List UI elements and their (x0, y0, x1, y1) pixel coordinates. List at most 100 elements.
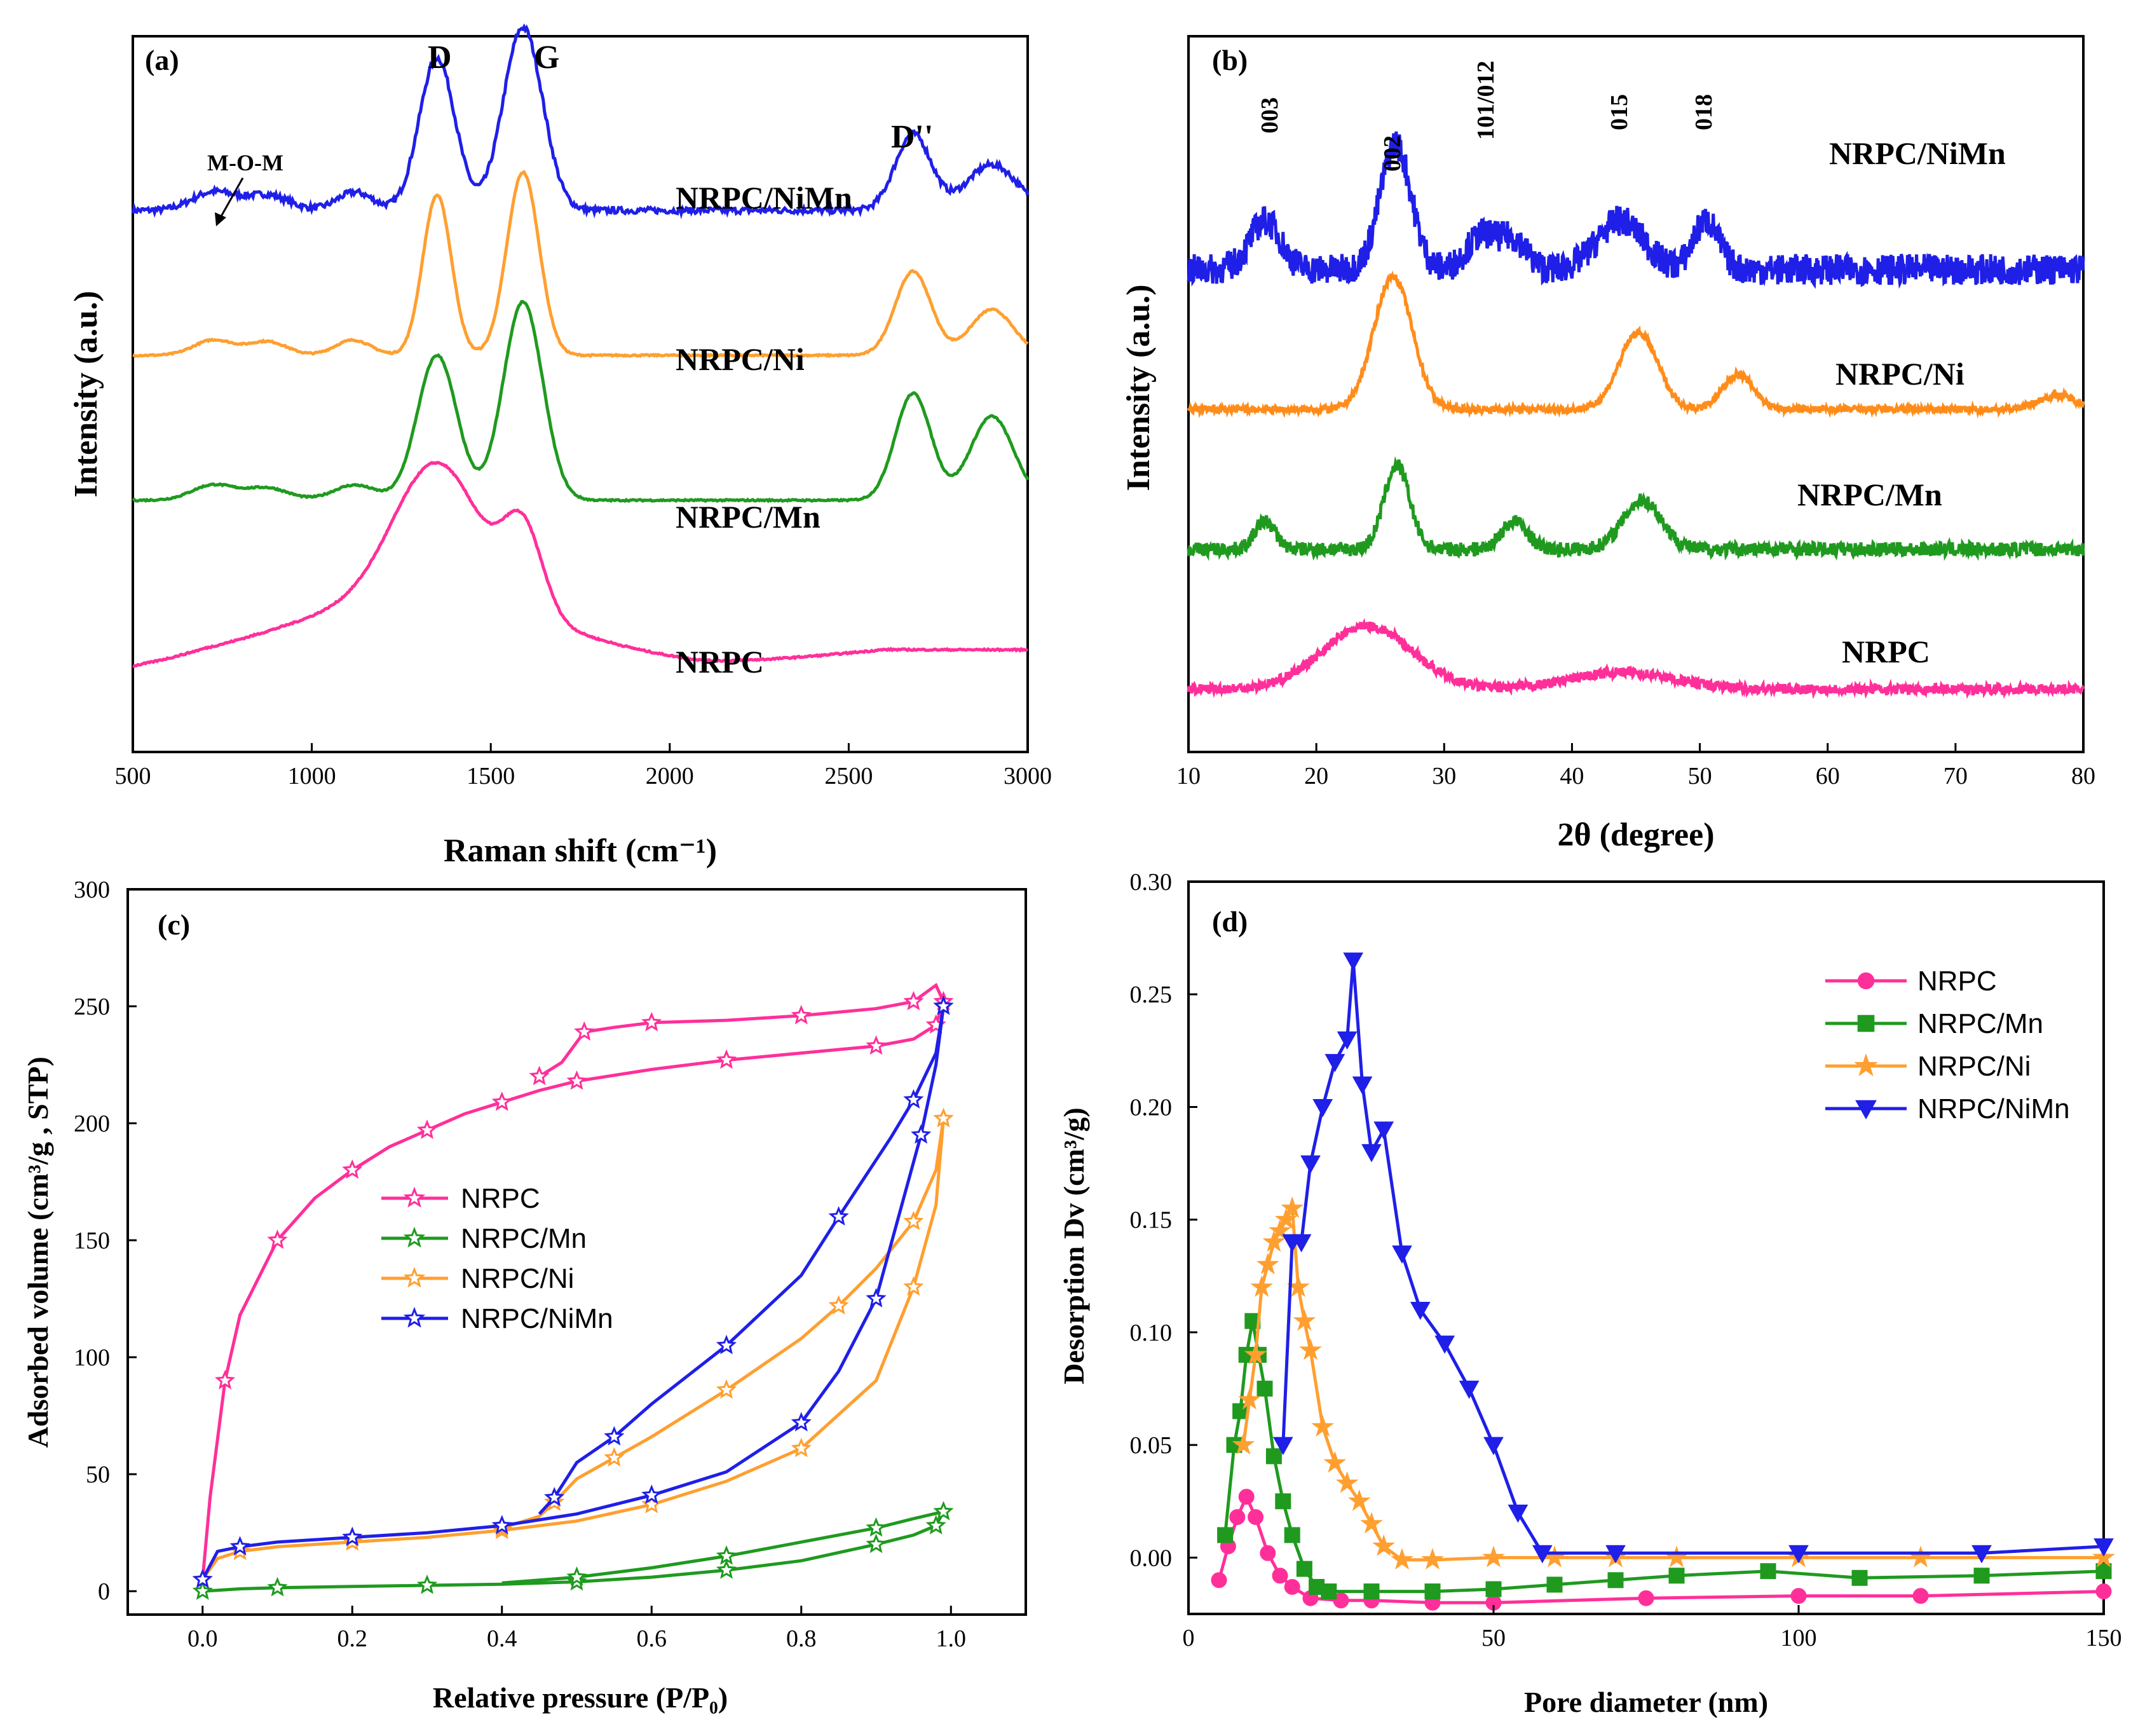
trace-nrpc (132, 461, 1028, 668)
point-nrpc-ni (1232, 1433, 1255, 1455)
panel-b: (b) 003 002 101/012 015 018 NRPC/NiMn NR… (1120, 35, 2095, 853)
trace-nrpc-mn (132, 299, 1030, 503)
y-tick-label: 200 (74, 1111, 110, 1137)
legend-marker-nrpc-mn (403, 1226, 426, 1248)
series-label-a-ni: NRPC/Ni (676, 341, 805, 377)
point-nrpc-nimn (1373, 1121, 1394, 1140)
point-nrpc (342, 1159, 363, 1179)
point-nrpc-ni (1909, 1545, 1932, 1568)
panel-a-label: (a) (145, 44, 179, 76)
point-nrpc (1211, 1572, 1227, 1589)
y-tick-label: 0.20 (1130, 1094, 1173, 1121)
point-nrpc-ni (1299, 1338, 1322, 1360)
panel-c-label: (c) (158, 908, 190, 941)
point-nrpc-mn (866, 1533, 887, 1554)
point-nrpc-nimn (604, 1426, 625, 1446)
x-tick-label: 60 (1816, 763, 1840, 789)
panel-d-y-label: Desorption Dv (cm³/g) (1058, 1107, 1090, 1384)
point-nrpc-ni (933, 1107, 954, 1128)
point-nrpc-nimn (1272, 1437, 1293, 1456)
point-nrpc-nimn (828, 1206, 849, 1226)
point-nrpc-ni (903, 1276, 924, 1296)
legend-marker-nrpc-nimn (403, 1306, 426, 1328)
legend-marker-nrpc-nimn (1855, 1100, 1877, 1120)
panel-a-frame (132, 35, 1029, 753)
point-nrpc-mn (416, 1575, 438, 1594)
point-nrpc-mn (866, 1517, 887, 1537)
series-label-b-nimn: NRPC/NiMn (1829, 135, 2006, 171)
series-label-a-nrpc: NRPC (676, 644, 764, 680)
isotherm-desorption-nrpc-mn (501, 1510, 944, 1585)
point-nrpc-mn (1668, 1568, 1685, 1584)
y-tick-label: 300 (74, 877, 110, 903)
y-tick-label: 0.05 (1130, 1432, 1173, 1459)
point-nrpc-nimn (1392, 1245, 1412, 1264)
legend-label-nrpc-mn: NRPC/Mn (1917, 1008, 2043, 1039)
mom-arrowhead (215, 212, 226, 226)
point-nrpc-nimn (1312, 1098, 1333, 1117)
y-tick-label: 100 (74, 1344, 110, 1371)
point-nrpc-nimn (1291, 1234, 1312, 1253)
x-tick-label: 0.8 (786, 1625, 817, 1652)
point-nrpc-mn (1546, 1576, 1563, 1593)
point-nrpc (566, 1070, 587, 1090)
isotherm-desorption-nrpc-nimn (538, 1006, 945, 1515)
panel-d-frame (1187, 880, 2105, 1615)
point-nrpc-ni (1323, 1451, 1347, 1473)
series-label-a-mn: NRPC/Mn (676, 499, 820, 535)
point-nrpc-nimn (716, 1334, 737, 1355)
legend-label-nrpc-ni: NRPC/Ni (1917, 1051, 2031, 1082)
point-nrpc-mn (1265, 1448, 1282, 1465)
point-nrpc-ni (1274, 1207, 1298, 1229)
point-nrpc-mn (1485, 1581, 1502, 1597)
point-nrpc (903, 990, 924, 1011)
legend-marker-nrpc-ni (1853, 1053, 1879, 1077)
point-nrpc-ni (1347, 1489, 1371, 1511)
panel-b-label: (b) (1212, 44, 1248, 76)
point-nrpc (1912, 1588, 1929, 1604)
psd-line-nrpc-ni (1241, 1203, 2104, 1562)
x-tick-label: 10 (1176, 763, 1201, 789)
point-nrpc-ni (1360, 1512, 1383, 1534)
panel-a-y-label: Intensity (a.u.) (68, 290, 104, 497)
x-tick-label: 2000 (646, 763, 694, 789)
x-tick-label: 150 (2086, 1625, 2122, 1651)
x-tick-label: 0.0 (187, 1625, 218, 1652)
hkl-003: 003 (1256, 97, 1283, 133)
point-nrpc-ni (1335, 1471, 1359, 1493)
y-tick-label: 0.15 (1130, 1207, 1173, 1234)
y-tick-label: 50 (86, 1461, 110, 1488)
point-nrpc-mn (1256, 1381, 1273, 1397)
isotherm-adsorption-nrpc (201, 1001, 945, 1580)
point-nrpc (1272, 1568, 1288, 1584)
point-nrpc (529, 1065, 550, 1086)
panel-d-label: (d) (1212, 905, 1248, 938)
point-nrpc-ni (1238, 1388, 1261, 1410)
panel-c-legend: NRPC NRPC/Mn NRPC/Ni NRPC/NiMn (381, 1183, 613, 1334)
point-nrpc-ni (1293, 1309, 1316, 1331)
panel-a-series (131, 23, 1030, 668)
hkl-002: 002 (1379, 135, 1406, 172)
x-tick-label: 50 (1688, 763, 1712, 789)
psd-line-nrpc-mn (1223, 1320, 2104, 1594)
peak-label-d: D (428, 39, 452, 76)
x-tick-label: 40 (1560, 763, 1584, 789)
series-label-b-nrpc: NRPC (1842, 634, 1930, 669)
point-nrpc-nimn (342, 1526, 363, 1547)
x-tick-label: 100 (1781, 1625, 1817, 1651)
x-tick-label: 2500 (824, 763, 873, 789)
point-nrpc (416, 1119, 438, 1139)
x-tick-label: 3000 (1004, 763, 1052, 789)
point-nrpc-nimn (2094, 1538, 2114, 1557)
point-nrpc-ni (1311, 1414, 1335, 1437)
point-nrpc-mn (1284, 1527, 1300, 1543)
point-nrpc-ni (1256, 1252, 1279, 1275)
series-label-b-ni: NRPC/Ni (1835, 356, 1964, 392)
peak-label-d2: D'' (891, 119, 933, 155)
panel-d-ticks: 0 50 100 150 0.00 0.05 0.10 0.15 0.20 0.25 0.30 (1130, 869, 2122, 1651)
x-tick-label: 0.2 (337, 1625, 368, 1652)
point-nrpc (491, 1091, 512, 1111)
point-nrpc-mn (716, 1545, 737, 1565)
x-tick-label: 20 (1304, 763, 1328, 789)
point-nrpc (1229, 1509, 1246, 1526)
